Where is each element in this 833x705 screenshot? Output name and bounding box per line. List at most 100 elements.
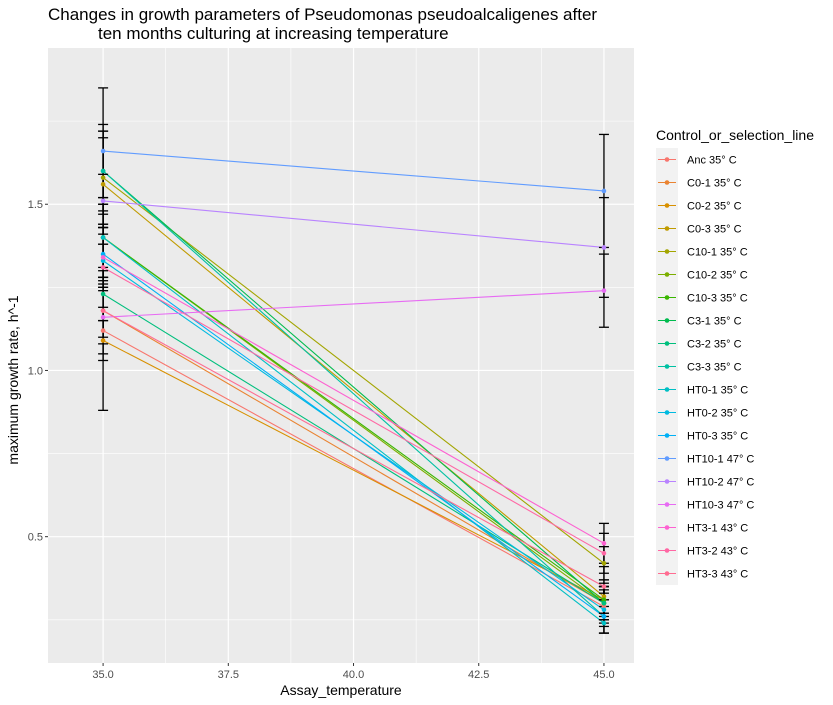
legend-point [664,502,670,507]
series-line [102,170,605,604]
data-point [601,604,607,609]
x-axis-title: Assay_temperature [280,682,402,698]
x-axis: 35.0 37.5 40.0 42.5 45.0 [92,663,615,681]
legend-point [664,571,670,576]
series-line [102,310,605,604]
legend-point [664,387,670,392]
legend-label: HT0-1 35° C [687,385,748,397]
data-point [601,288,607,293]
legend-label: C0-3 35° C [687,224,742,236]
data-point [601,600,607,606]
legend-title: Control_or_selection_line [656,127,814,143]
legend-label: C0-2 35° C [687,201,742,213]
series-line [102,330,605,607]
legend-label: HT0-3 35° C [687,431,748,443]
plot-panel [48,48,634,663]
series-line [102,183,605,597]
data-point [601,597,607,603]
data-point [100,251,106,257]
legend-label: HT10-3 47° C [687,500,754,512]
series-line [102,177,605,564]
y-axis: 0.5 1.0 1.5 [28,199,48,544]
data-point [601,607,607,613]
chart-title-line-1: Changes in growth parameters of Pseudomo… [48,5,597,24]
data-point [100,198,106,204]
data-point [601,594,607,599]
data-point [100,168,106,174]
series-line [102,310,605,588]
legend-label: C10-3 35° C [687,293,748,305]
y-axis-title: maximum growth rate, h^-1 [5,295,21,464]
data-point [100,328,106,333]
chart-title-line-2: ten months culturing at increasing tempe… [98,24,449,43]
data-point [100,308,106,313]
legend-point [664,364,670,369]
data-point [601,550,607,556]
legend-point [664,295,670,300]
x-tick-label: 45.0 [593,669,614,681]
data-point [601,245,607,250]
series-line [102,237,605,601]
data-point [601,541,607,546]
x-tick-label: 35.0 [92,669,113,681]
legend-point [664,249,670,254]
legend-point [664,318,670,323]
data-point [601,188,607,194]
x-tick-label: 40.0 [343,669,364,681]
legend-point [664,410,670,415]
series-lines [102,150,605,624]
legend-point [664,548,670,553]
data-point [601,614,607,619]
data-point [100,148,106,154]
data-point [100,181,106,187]
legend-label: C10-2 35° C [687,270,748,282]
y-tick-label: 1.0 [28,365,43,377]
legend-point [664,203,670,208]
legend-label: HT0-2 35° C [687,408,748,420]
y-tick-label: 1.5 [28,199,43,211]
data-point [601,584,607,589]
data-point [100,265,106,270]
data-point [100,255,106,260]
x-tick-label: 37.5 [218,669,239,681]
legend-label: HT10-2 47° C [687,477,754,489]
data-point [100,175,106,180]
data-point [100,258,106,264]
legend-label: C0-1 35° C [687,178,742,190]
legend-point [664,433,670,438]
series-line [102,237,605,624]
legend-label: Anc 35° C [687,155,737,167]
legend-point [664,525,670,530]
series-points [100,148,607,626]
data-point [601,620,607,626]
legend-point [664,456,670,461]
series-line [103,290,604,318]
data-point [100,314,106,320]
legend-point [664,479,670,484]
legend-label: C3-1 35° C [687,316,742,328]
data-point [100,338,106,343]
legend-label: HT10-1 47° C [687,454,754,466]
series-line [102,266,605,554]
legend-label: HT3-1 43° C [687,523,748,535]
legend-label: C3-2 35° C [687,339,742,351]
series-line [102,170,605,617]
data-point [100,291,106,297]
legend: Anc 35° C C0-1 35° C C0-2 35° C C0-3 35° C C… [656,148,754,585]
y-tick-label: 0.5 [28,532,43,544]
series-line [102,256,605,544]
legend-label: HT3-2 43° C [687,546,748,558]
legend-label: C10-1 35° C [687,247,748,259]
series-line [103,150,604,192]
legend-point [664,157,670,162]
legend-point [664,226,670,231]
x-tick-label: 42.5 [468,669,489,681]
data-point [100,235,106,240]
legend-point [664,272,670,277]
data-point [601,560,607,566]
legend-label: C3-3 35° C [687,362,742,374]
grid-minor [48,48,634,663]
legend-point [664,180,670,185]
legend-point [664,341,670,346]
